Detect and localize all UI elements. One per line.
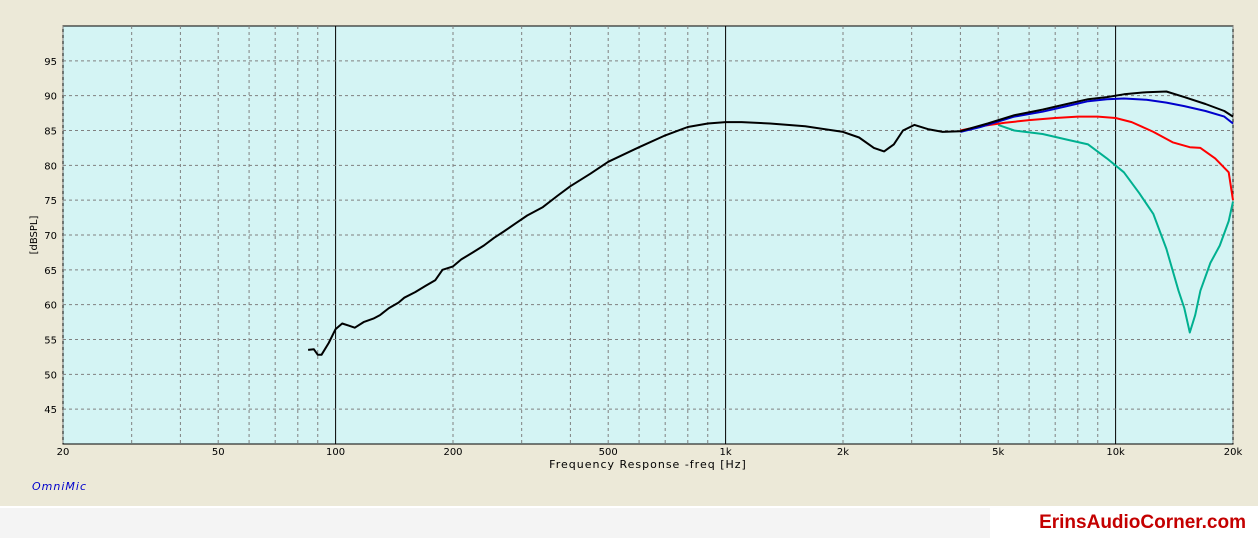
- x-tick-label: 100: [326, 447, 345, 458]
- x-tick-label: 10k: [1106, 447, 1125, 458]
- x-tick-label: 20k: [1224, 447, 1243, 458]
- y-axis-label: [dBSPL]: [29, 216, 40, 255]
- footer-bar: [0, 508, 990, 538]
- x-tick-label: 2k: [837, 447, 849, 458]
- y-tick-label: 50: [44, 370, 57, 381]
- y-tick-label: 55: [44, 336, 57, 347]
- x-tick-label: 5k: [992, 447, 1004, 458]
- y-tick-label: 60: [44, 301, 57, 312]
- frequency-response-chart: 20 50 100 200 500 1k 2k 5k 10k 20k 45 50 55 60 65 70 75 8…: [29, 25, 1242, 493]
- x-tick-label: 500: [599, 447, 618, 458]
- series-layer: [307, 90, 1234, 356]
- series-line: [307, 90, 1234, 356]
- omnimic-watermark: OmniMic: [32, 480, 87, 493]
- y-tick-label: 70: [44, 231, 57, 242]
- y-tick-label: 75: [44, 196, 57, 207]
- site-brand: ErinsAudioCorner.com: [1039, 512, 1246, 533]
- series-line: [960, 115, 1234, 201]
- x-tick-label: 50: [212, 447, 225, 458]
- y-tick-label: 45: [44, 405, 57, 416]
- y-tick-label: 80: [44, 161, 57, 172]
- x-tick-label: 1k: [720, 447, 732, 458]
- y-tick-label: 95: [44, 57, 57, 68]
- tick-labels: 20 50 100 200 500 1k 2k 5k 10k 20k 45 50 55 60 65 70 75 8…: [44, 57, 1242, 458]
- series-line: [997, 123, 1234, 334]
- y-tick-label: 85: [44, 127, 57, 138]
- x-tick-label: 20: [57, 447, 70, 458]
- y-tick-label: 65: [44, 266, 57, 277]
- brand-bar: ErinsAudioCorner.com: [0, 508, 1258, 538]
- x-axis-label: Frequency Response -freq [Hz]: [549, 458, 747, 471]
- x-tick-label: 200: [443, 447, 462, 458]
- grid: [62, 26, 1234, 444]
- y-tick-label: 90: [44, 92, 57, 103]
- chart-frame: 20 50 100 200 500 1k 2k 5k 10k 20k 45 50 55 60 65 70 75 8…: [0, 0, 1258, 506]
- series-line: [960, 97, 1234, 133]
